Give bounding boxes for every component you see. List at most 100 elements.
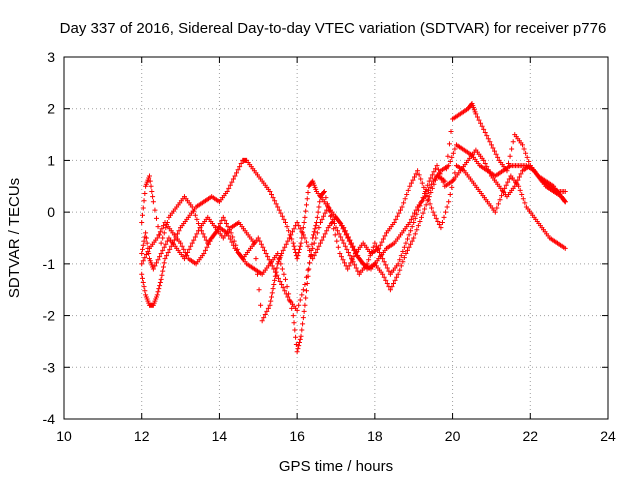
data-point bbox=[423, 186, 429, 192]
data-point bbox=[425, 198, 431, 204]
data-point bbox=[327, 208, 333, 214]
data-point bbox=[149, 188, 155, 194]
data-point bbox=[419, 180, 425, 186]
data-point bbox=[411, 235, 417, 241]
data-point bbox=[485, 136, 491, 142]
data-point bbox=[473, 111, 479, 117]
data-point bbox=[430, 209, 436, 215]
data-point bbox=[274, 265, 280, 271]
data-point bbox=[389, 284, 395, 290]
data-point bbox=[280, 285, 286, 291]
data-point bbox=[220, 214, 226, 220]
data-point bbox=[404, 192, 410, 198]
data-point bbox=[331, 226, 337, 232]
data-point bbox=[341, 240, 347, 246]
data-point bbox=[231, 238, 237, 244]
data-point bbox=[507, 153, 513, 159]
data-point bbox=[323, 195, 329, 201]
data-point bbox=[301, 308, 307, 314]
data-point bbox=[492, 209, 498, 215]
data-point bbox=[369, 248, 375, 254]
data-point bbox=[434, 163, 440, 169]
data-point bbox=[224, 188, 230, 194]
data-point bbox=[338, 254, 344, 260]
data-point bbox=[275, 275, 281, 281]
data-point bbox=[446, 141, 452, 147]
data-point bbox=[481, 126, 487, 132]
y-tick-label: -4 bbox=[43, 411, 56, 427]
data-point bbox=[316, 225, 322, 231]
data-point bbox=[316, 204, 322, 210]
data-point bbox=[235, 167, 241, 173]
data-point bbox=[142, 255, 148, 261]
data-point bbox=[310, 232, 316, 238]
data-point bbox=[398, 253, 404, 259]
data-point bbox=[297, 243, 303, 249]
data-point bbox=[481, 157, 487, 163]
data-point bbox=[313, 249, 319, 255]
data-point bbox=[174, 231, 180, 237]
data-point bbox=[562, 188, 568, 194]
data-point bbox=[500, 188, 506, 194]
data-point bbox=[487, 139, 493, 145]
data-point bbox=[237, 164, 243, 170]
data-point bbox=[328, 213, 334, 219]
data-point bbox=[157, 283, 163, 289]
data-point bbox=[512, 183, 518, 189]
data-point bbox=[259, 318, 265, 324]
data-point bbox=[305, 267, 311, 273]
data-point bbox=[140, 279, 146, 285]
data-point bbox=[286, 235, 292, 241]
data-point bbox=[366, 257, 372, 263]
data-point bbox=[302, 302, 308, 308]
data-point bbox=[307, 247, 313, 253]
data-point bbox=[484, 164, 490, 170]
data-point bbox=[192, 234, 198, 240]
data-point bbox=[270, 195, 276, 201]
data-point bbox=[276, 207, 282, 213]
y-tick-label: -3 bbox=[43, 359, 56, 375]
data-point bbox=[499, 193, 505, 199]
data-point bbox=[290, 313, 296, 319]
data-point bbox=[188, 243, 194, 249]
data-point bbox=[562, 199, 568, 205]
x-tick-label: 24 bbox=[600, 428, 616, 444]
data-point bbox=[142, 288, 148, 294]
data-point bbox=[143, 230, 149, 236]
data-point bbox=[192, 212, 198, 218]
data-point bbox=[295, 346, 301, 352]
data-point bbox=[299, 327, 305, 333]
data-point bbox=[302, 214, 308, 220]
data-point bbox=[403, 251, 409, 257]
data-point bbox=[303, 208, 309, 214]
data-point bbox=[387, 287, 393, 293]
data-point bbox=[426, 178, 432, 184]
data-point bbox=[347, 237, 353, 243]
data-point bbox=[482, 161, 488, 167]
data-point bbox=[139, 261, 145, 267]
data-point bbox=[321, 189, 327, 195]
data-point bbox=[407, 183, 413, 189]
data-point bbox=[401, 200, 407, 206]
data-point bbox=[515, 177, 521, 183]
data-point bbox=[349, 256, 355, 262]
data-point bbox=[286, 228, 292, 234]
data-point bbox=[206, 241, 212, 247]
data-point bbox=[349, 240, 355, 246]
y-tick-label: -1 bbox=[43, 256, 56, 272]
data-point bbox=[300, 225, 306, 231]
data-point bbox=[141, 238, 147, 244]
data-point bbox=[377, 242, 383, 248]
data-point bbox=[518, 171, 524, 177]
data-point bbox=[562, 245, 568, 251]
data-point bbox=[273, 201, 279, 207]
data-point bbox=[420, 210, 426, 216]
data-point bbox=[482, 130, 488, 136]
grid-lines bbox=[64, 57, 608, 419]
data-point bbox=[279, 266, 285, 272]
data-point bbox=[398, 263, 404, 269]
y-tick-label: 3 bbox=[47, 49, 55, 65]
data-point bbox=[395, 261, 401, 267]
data-point bbox=[345, 234, 351, 240]
data-point bbox=[345, 266, 351, 272]
